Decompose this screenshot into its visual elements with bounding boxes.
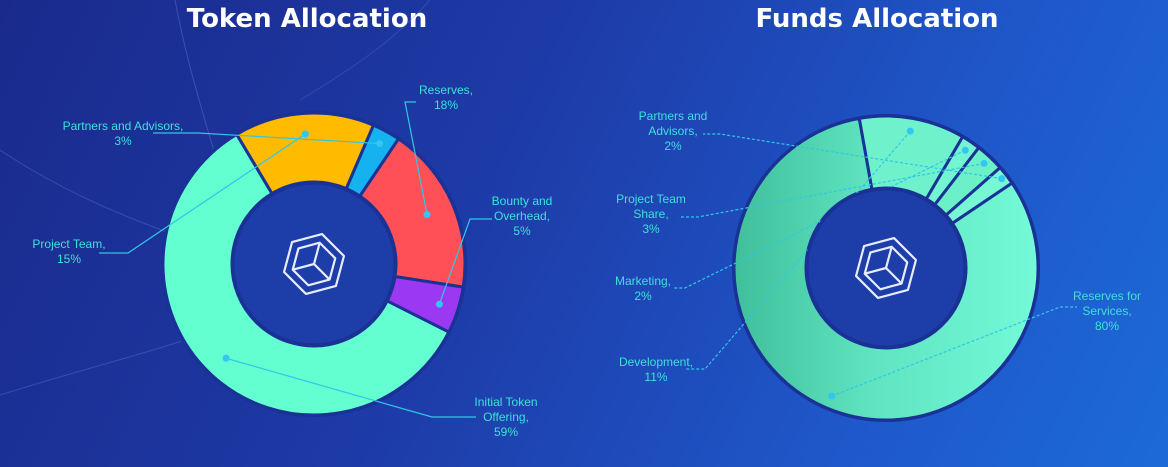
label-dot-reserves-for-services <box>828 392 836 400</box>
hexagon-cube-logo <box>282 232 346 296</box>
slice-label-partners-and-advisors: Partners and Advisors, 2% <box>639 109 708 153</box>
slice-label-bounty-and-overhead: Bounty and Overhead, 5% <box>492 194 553 238</box>
leader-line-project-team-share <box>681 162 985 218</box>
leader-line-partners-and-advisors <box>703 133 1002 180</box>
slice-label-reserves-for-services: Reserves for Services, 80% <box>1073 289 1141 333</box>
leader-line-bounty-and-overhead <box>438 218 492 305</box>
leader-line-project-team <box>99 133 306 254</box>
leader-line-marketing <box>673 149 966 289</box>
slice-label-project-team: Project Team, 15% <box>32 237 105 266</box>
background-curve <box>0 149 176 236</box>
token-allocation-title: Token Allocation <box>186 4 428 34</box>
leader-line-initial-token-offering <box>225 357 476 418</box>
label-dot-project-team <box>301 130 309 138</box>
token-allocation-chart: Reserves, 18% Bounty and Overhead, 5% Initial… <box>32 83 552 439</box>
slice-label-project-team-share: Project Team Share, 3% <box>616 192 686 236</box>
slice-label-development: Development, 11% <box>619 355 693 384</box>
label-dot-partners-and-advisors <box>998 175 1006 183</box>
leader-line-development <box>686 130 911 370</box>
label-dot-partners-and-advisors <box>376 140 384 148</box>
leader-line-reserves <box>404 101 428 215</box>
slice-label-reserves: Reserves, 18% <box>419 83 473 112</box>
hexagon-cube-logo <box>854 236 918 300</box>
funds-allocation-title: Funds Allocation <box>755 4 999 34</box>
label-dot-initial-token-offering <box>222 354 230 362</box>
label-dot-project-team-share <box>980 159 988 167</box>
background-curve <box>299 0 431 101</box>
background-curve <box>0 339 186 396</box>
slice-label-partners-and-advisors: Partners and Advisors, 3% <box>63 119 184 148</box>
leader-line-reserves-for-services <box>831 306 1077 397</box>
leader-line-partners-and-advisors <box>153 132 380 145</box>
label-dot-development <box>906 127 914 135</box>
label-dot-reserves <box>423 211 431 219</box>
funds-allocation-chart: Reserves for Services, 80% Development, 11% M… <box>615 109 1141 422</box>
label-dot-marketing <box>961 146 969 154</box>
slice-label-initial-token-offering: Initial Token Offering, 59% <box>474 395 537 439</box>
label-dot-bounty-and-overhead <box>435 300 443 308</box>
slice-label-marketing: Marketing, 2% <box>615 274 671 303</box>
